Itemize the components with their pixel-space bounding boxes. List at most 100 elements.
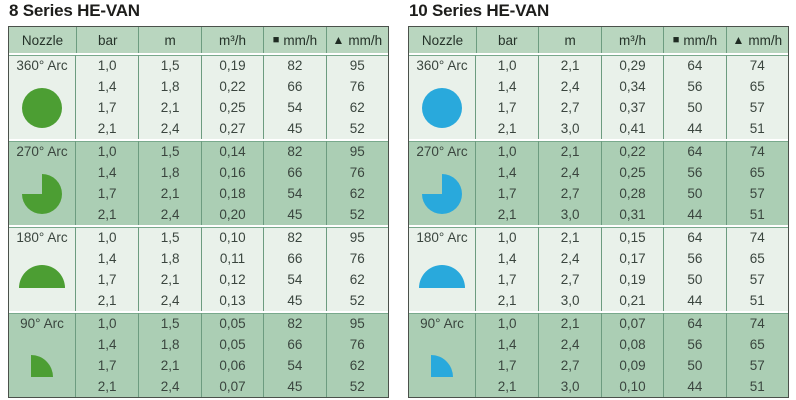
value-cell: 74 [725,55,788,76]
value-cell: 1,4 [497,165,517,180]
value-cell: 3,0 [538,376,600,397]
value-cell: 2,1 [138,97,200,118]
value-cell: 0,21 [600,290,663,311]
value-cell: 1,0 [497,230,517,245]
triangle-spacing-icon: ▲ [332,33,345,47]
value-cell: 76 [325,76,388,97]
value-cell: 2,1 [538,313,600,334]
value-cell: 2,7 [538,355,600,376]
value-cell: 51 [725,290,788,311]
table-title-8-series: 8 Series HE-VAN [9,1,140,20]
value-cell: 2,1 [497,379,517,394]
value-cell: 2,1 [138,355,200,376]
value-cell: 2,1 [497,293,517,308]
value-cell: 3,0 [538,118,600,139]
value-cell: 0,27 [200,118,263,139]
value-cell: 2,7 [538,97,600,118]
value-cell: 2,4 [138,376,200,397]
value-cell: 0,11 [200,248,263,269]
value-cell: 1,0 [97,316,117,331]
nozzle-cell: 270° Arc [409,141,476,225]
value-cell: 1,5 [138,313,200,334]
value-cell: 0,19 [200,55,263,76]
value-cell: 0,09 [600,355,663,376]
circle-360-arc-icon [22,87,62,128]
table-body: 360° Arc 1,0 1,5 0,19 82 95 1,4 1,8 0,22 66 76 1,7 2… [9,53,388,397]
value-cell: 50 [663,97,725,118]
arc-section-360: 360° Arc 1,0 2,1 0,29 64 74 1,4 2,4 0,34 56 65 1,7 2… [409,53,788,139]
value-cell: 1,0 [97,144,117,159]
value-cell: 2,1 [538,227,600,248]
value-cell: 2,1 [97,293,117,308]
value-cell: 51 [725,376,788,397]
nozzle-performance-table-10: Nozzle bar m m³/h ■ mm/h ▲ mm/h 360° Arc… [408,26,789,398]
icon-wrap [9,162,75,225]
value-cell: 66 [263,248,325,269]
value-cell: 2,7 [538,269,600,290]
header-m3h: m³/h [200,27,263,53]
value-cell: 1,7 [97,100,117,115]
value-cell: 54 [263,355,325,376]
value-cell: 2,1 [538,141,600,162]
value-cell: 54 [263,97,325,118]
value-cell: 64 [663,141,725,162]
arc-section-360: 360° Arc 1,0 1,5 0,19 82 95 1,4 1,8 0,22 66 76 1,7 2… [9,53,388,139]
value-cell: 1,8 [138,334,200,355]
nozzle-cell: 180° Arc [9,227,76,311]
arc-label: 360° Arc [16,58,68,73]
value-cell: 2,1 [497,207,517,222]
value-cell: 44 [663,204,725,225]
value-cell: 1,4 [497,251,517,266]
value-cell: 56 [663,162,725,183]
arc-section-180: 180° Arc 1,0 1,5 0,10 82 95 1,4 1,8 0,11 66 76 1,7 2… [9,225,388,311]
square-spacing-icon: ■ [272,33,280,46]
value-cell: 1,5 [138,55,200,76]
value-cell: 2,4 [538,334,600,355]
value-cell: 2,1 [138,269,200,290]
header-triangle-mmh: ▲ mm/h [325,27,388,53]
value-cell: 52 [325,290,388,311]
value-cell: 0,05 [200,313,263,334]
value-cell: 2,1 [497,121,517,136]
semicircle-180-arc-icon [19,265,65,288]
value-cell: 50 [663,183,725,204]
header-triangle-mmh: ▲ mm/h [725,27,788,53]
nozzle-performance-table-8: Nozzle bar m m³/h ■ mm/h ▲ mm/h 360° Arc… [8,26,389,398]
series-10-block: 10 Series HE-VAN Nozzle bar m m³/h ■ mm/… [408,1,789,398]
table-body: 360° Arc 1,0 2,1 0,29 64 74 1,4 2,4 0,34 56 65 1,7 2… [409,53,788,397]
value-cell: 0,14 [200,141,263,162]
value-cell: 74 [725,313,788,334]
value-cell: 65 [725,162,788,183]
value-cell: 52 [325,204,388,225]
value-cell: 1,0 [97,58,117,73]
value-cell: 0,18 [200,183,263,204]
value-cell: 74 [725,227,788,248]
value-cell: 57 [725,97,788,118]
value-cell: 45 [263,290,325,311]
value-cell: 50 [663,355,725,376]
semicircle-180-arc-icon [419,265,465,288]
header-m: m [538,27,600,53]
value-cell: 95 [325,55,388,76]
value-cell: 57 [725,183,788,204]
value-cell: 0,06 [200,355,263,376]
header-square-mmh: ■ mm/h [663,27,725,53]
value-cell: 0,17 [600,248,663,269]
arc-section-270: 270° Arc 1,0 2,1 0,22 64 74 1,4 2,4 0,25 56 65 1,7 2… [409,139,788,225]
value-cell: 57 [725,269,788,290]
value-cell: 56 [663,76,725,97]
value-cell: 1,7 [497,358,517,373]
value-cell: 1,4 [97,337,117,352]
value-cell: 76 [325,334,388,355]
value-cell: 1,5 [138,227,200,248]
value-cell: 45 [263,118,325,139]
value-cell: 0,13 [200,290,263,311]
arc-label: 270° Arc [416,144,468,159]
value-cell: 66 [263,334,325,355]
circle-360-arc-icon [422,87,462,128]
table-title-10-series: 10 Series HE-VAN [409,1,550,20]
value-cell: 0,41 [600,118,663,139]
value-cell: 0,31 [600,204,663,225]
value-cell: 3,0 [538,290,600,311]
value-cell: 0,29 [600,55,663,76]
